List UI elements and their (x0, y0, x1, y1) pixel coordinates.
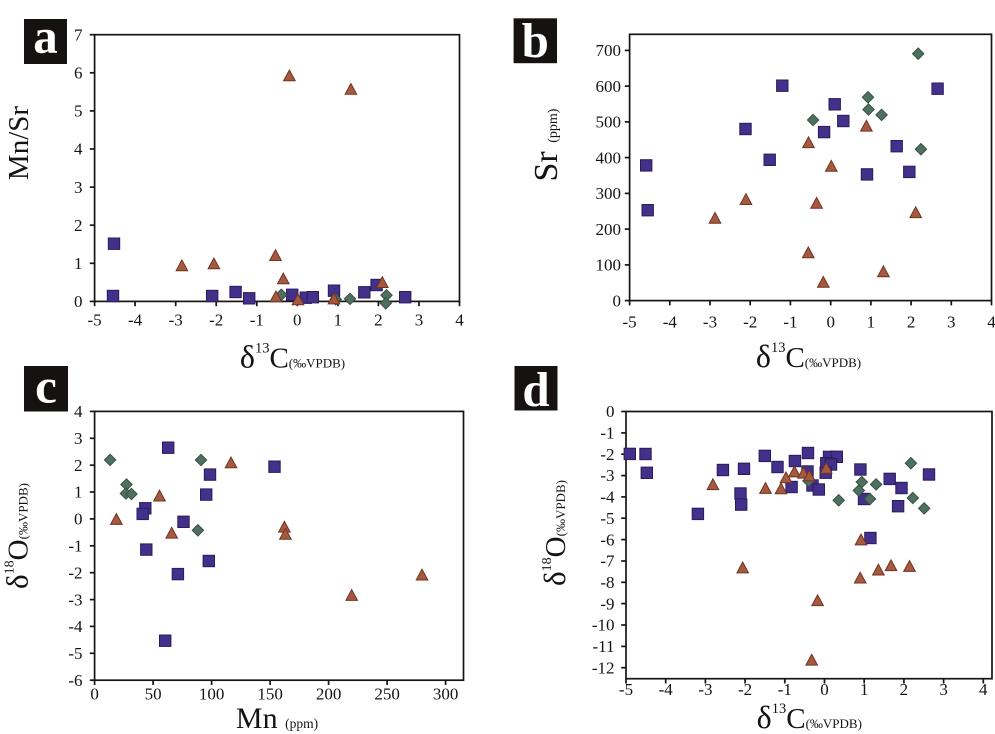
svg-text:6: 6 (74, 64, 83, 83)
svg-text:3: 3 (74, 429, 83, 448)
svg-text:300: 300 (433, 685, 459, 704)
svg-text:100: 100 (596, 256, 622, 275)
svg-text:-5: -5 (619, 680, 633, 699)
svg-text:-6: -6 (68, 671, 82, 690)
svg-text:-1: -1 (600, 424, 614, 443)
svg-text:-4: -4 (128, 311, 143, 330)
svg-text:5: 5 (74, 102, 83, 121)
svg-text:-3: -3 (68, 590, 82, 609)
svg-text:3: 3 (939, 680, 948, 699)
svg-text:-1: -1 (783, 313, 797, 332)
svg-text:-2: -2 (209, 311, 223, 330)
svg-text:δ13C(‰VPDB): δ13C(‰VPDB) (756, 338, 861, 374)
svg-text:-11: -11 (592, 637, 614, 656)
svg-text:-6: -6 (600, 530, 614, 549)
svg-text:4: 4 (74, 402, 83, 421)
svg-text:2: 2 (900, 680, 909, 699)
svg-text:-12: -12 (592, 658, 615, 677)
svg-text:700: 700 (596, 41, 622, 60)
svg-text:-4: -4 (68, 617, 83, 636)
svg-text:3: 3 (74, 178, 83, 197)
svg-text:1: 1 (860, 680, 869, 699)
svg-text:4: 4 (987, 313, 995, 332)
svg-text:-3: -3 (169, 311, 183, 330)
svg-text:0: 0 (293, 311, 302, 330)
svg-text:-3: -3 (703, 313, 717, 332)
svg-text:-5: -5 (68, 644, 82, 663)
svg-text:0: 0 (74, 510, 83, 529)
svg-text:2: 2 (907, 313, 916, 332)
svg-text:-4: -4 (600, 488, 615, 507)
svg-text:1: 1 (867, 313, 876, 332)
svg-text:b: b (522, 13, 549, 68)
svg-text:0: 0 (606, 402, 615, 421)
svg-text:1: 1 (334, 311, 343, 330)
svg-text:100: 100 (199, 685, 225, 704)
svg-text:2: 2 (74, 216, 83, 235)
svg-text:1: 1 (74, 254, 83, 273)
svg-text:-3: -3 (600, 466, 614, 485)
svg-text:δ13C(‰VPDB): δ13C(‰VPDB) (240, 339, 345, 375)
svg-text:-5: -5 (600, 509, 614, 528)
svg-text:4: 4 (455, 311, 464, 330)
svg-text:7: 7 (74, 25, 83, 44)
svg-text:-2: -2 (738, 680, 752, 699)
svg-text:200: 200 (596, 220, 622, 239)
svg-text:-5: -5 (623, 313, 637, 332)
svg-text:300: 300 (596, 184, 622, 203)
svg-text:500: 500 (596, 113, 622, 132)
svg-text:-10: -10 (592, 616, 615, 635)
svg-text:0: 0 (826, 313, 835, 332)
svg-text:4: 4 (74, 140, 83, 159)
svg-text:0: 0 (90, 685, 99, 704)
svg-text:200: 200 (316, 685, 342, 704)
svg-text:-1: -1 (778, 680, 792, 699)
svg-text:3: 3 (415, 311, 424, 330)
svg-text:150: 150 (257, 685, 283, 704)
svg-text:-1: -1 (68, 537, 82, 556)
svg-text:400: 400 (596, 148, 622, 167)
svg-text:250: 250 (374, 685, 400, 704)
svg-text:-9: -9 (600, 594, 614, 613)
svg-text:-3: -3 (698, 680, 712, 699)
svg-text:-7: -7 (600, 552, 615, 571)
svg-text:600: 600 (596, 77, 622, 96)
svg-text:50: 50 (145, 685, 162, 704)
svg-text:2: 2 (374, 311, 383, 330)
svg-text:d: d (522, 362, 549, 417)
svg-text:4: 4 (979, 680, 988, 699)
svg-text:-2: -2 (743, 313, 757, 332)
svg-text:-2: -2 (600, 445, 614, 464)
svg-text:-5: -5 (88, 311, 102, 330)
svg-text:1: 1 (74, 483, 83, 502)
svg-text:0: 0 (74, 292, 83, 311)
svg-text:2: 2 (74, 456, 83, 475)
svg-text:0: 0 (613, 291, 622, 310)
svg-text:Mn/Sr: Mn/Sr (3, 106, 35, 180)
svg-text:-2: -2 (68, 563, 82, 582)
svg-text:c: c (35, 359, 57, 414)
svg-text:-1: -1 (250, 311, 264, 330)
svg-text:-4: -4 (663, 313, 678, 332)
svg-text:-8: -8 (600, 573, 614, 592)
svg-text:-4: -4 (659, 680, 674, 699)
svg-text:3: 3 (947, 313, 956, 332)
svg-text:0: 0 (820, 680, 829, 699)
svg-text:δ13C(‰VPDB): δ13C(‰VPDB) (757, 699, 862, 734)
svg-text:a: a (33, 9, 58, 64)
